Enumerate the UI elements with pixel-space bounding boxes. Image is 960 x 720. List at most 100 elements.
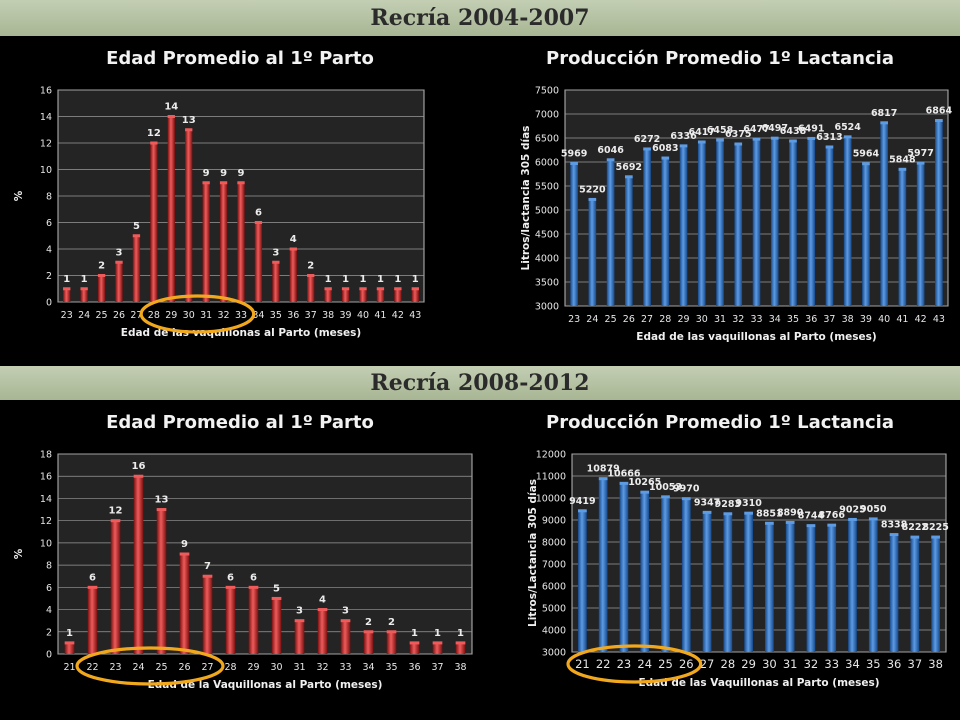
- x-tick-label: 31: [714, 314, 726, 325]
- x-tick-label: 36: [287, 310, 299, 321]
- bar: [702, 512, 712, 652]
- x-tick-label: 29: [247, 662, 259, 673]
- bar: [661, 158, 670, 306]
- x-tick-label: 40: [357, 310, 369, 321]
- data-label: 1: [325, 274, 332, 285]
- bar-cap: [702, 510, 712, 514]
- x-tick-label: 41: [896, 314, 908, 325]
- data-label: 10265: [628, 477, 661, 488]
- data-label: 8222: [902, 522, 928, 533]
- bar: [910, 537, 920, 652]
- data-label: 9: [238, 168, 245, 179]
- y-tick-label: 0: [46, 650, 52, 661]
- bar: [394, 288, 402, 302]
- x-tick-label: 35: [385, 662, 397, 673]
- x-tick-label: 24: [132, 662, 144, 673]
- bar-cap: [931, 535, 940, 539]
- x-axis-label: Edad de las vaquillonas al Parto (meses): [636, 331, 876, 343]
- bar-cap: [97, 274, 106, 277]
- data-label: 2: [365, 617, 372, 628]
- bar: [202, 576, 213, 654]
- x-tick-label: 38: [454, 662, 466, 673]
- bar-cap: [202, 574, 213, 578]
- y-tick-label: 6000: [535, 158, 559, 169]
- bar: [785, 522, 795, 652]
- x-tick-label: 24: [78, 310, 90, 321]
- bar-cap: [619, 481, 629, 485]
- x-tick-label: 36: [805, 314, 817, 325]
- y-tick-label: 4: [46, 605, 52, 616]
- bar-cap: [115, 260, 123, 264]
- data-label: 5964: [853, 149, 880, 160]
- x-tick-label: 38: [842, 314, 854, 325]
- x-axis-label: Edad de las Vaquillonas al Parto (meses): [638, 677, 879, 689]
- bar: [359, 288, 367, 302]
- data-label: 6336: [670, 131, 697, 142]
- y-axis-label: Litros/Lactancia 305 días: [527, 479, 539, 627]
- bar: [825, 146, 834, 306]
- bar: [679, 145, 688, 306]
- bar-cap: [386, 630, 397, 634]
- data-label: 6313: [816, 132, 842, 143]
- bar-cap: [254, 221, 263, 224]
- bar: [880, 122, 888, 306]
- bar: [752, 139, 761, 306]
- bar-cap: [697, 140, 706, 144]
- bar: [340, 620, 351, 654]
- bar-cap: [606, 158, 615, 162]
- x-tick-label: 26: [113, 310, 125, 321]
- x-axis-label: Edad de la Vaquillonas al Parto (meses): [148, 679, 383, 691]
- bar: [411, 288, 419, 302]
- bar-cap: [661, 156, 670, 160]
- bar: [386, 631, 397, 654]
- y-tick-label: 8: [46, 192, 52, 203]
- y-tick-label: 4500: [535, 230, 559, 241]
- y-tick-label: 10: [40, 165, 52, 176]
- bar-cap: [827, 523, 837, 527]
- bar: [132, 235, 141, 302]
- bar-cap: [910, 535, 920, 539]
- y-tick-label: 8: [46, 561, 52, 572]
- y-tick-label: 6000: [542, 582, 566, 593]
- bar: [324, 288, 332, 302]
- y-tick-label: 3500: [535, 278, 559, 289]
- x-tick-label: 39: [860, 314, 872, 325]
- bar-cap: [272, 260, 280, 264]
- x-tick-label: 34: [769, 314, 781, 325]
- data-label: 10053: [649, 482, 682, 493]
- x-tick-label: 28: [148, 310, 160, 321]
- bar: [681, 498, 691, 652]
- y-tick-label: 7000: [535, 110, 559, 121]
- bar-cap: [598, 477, 608, 481]
- bar: [63, 288, 71, 302]
- x-tick-label: 36: [408, 662, 420, 673]
- data-label: 5220: [579, 184, 606, 195]
- data-label: 1: [394, 274, 401, 285]
- bar-cap: [317, 608, 328, 612]
- chart-title: Edad Promedio al 1º Parto: [106, 48, 374, 69]
- bar-cap: [110, 519, 121, 523]
- plot-area: [57, 453, 473, 655]
- data-label: 12: [147, 128, 161, 139]
- data-label: 14: [164, 102, 178, 113]
- x-tick-label: 25: [155, 662, 167, 673]
- data-label: 7: [204, 561, 211, 572]
- x-tick-label: 31: [783, 657, 798, 671]
- section-title: Recría 2008-2012: [370, 370, 590, 396]
- x-tick-label: 35: [866, 657, 881, 671]
- x-tick-label: 30: [270, 662, 282, 673]
- bar: [341, 288, 350, 302]
- bar-cap: [588, 197, 597, 201]
- data-label: 6083: [652, 143, 678, 154]
- y-tick-label: 18: [40, 450, 52, 461]
- x-axis-label: Edad de las vaquillonas al Parto (meses): [121, 327, 361, 339]
- x-tick-label: 43: [933, 314, 945, 325]
- bar-cap: [225, 585, 236, 589]
- bar: [898, 169, 907, 306]
- bar: [723, 513, 733, 652]
- data-label: 9: [181, 539, 188, 550]
- data-label: 1: [342, 274, 349, 285]
- bar-cap: [341, 287, 350, 291]
- x-tick-label: 27: [130, 310, 142, 321]
- data-label: 1: [434, 628, 441, 639]
